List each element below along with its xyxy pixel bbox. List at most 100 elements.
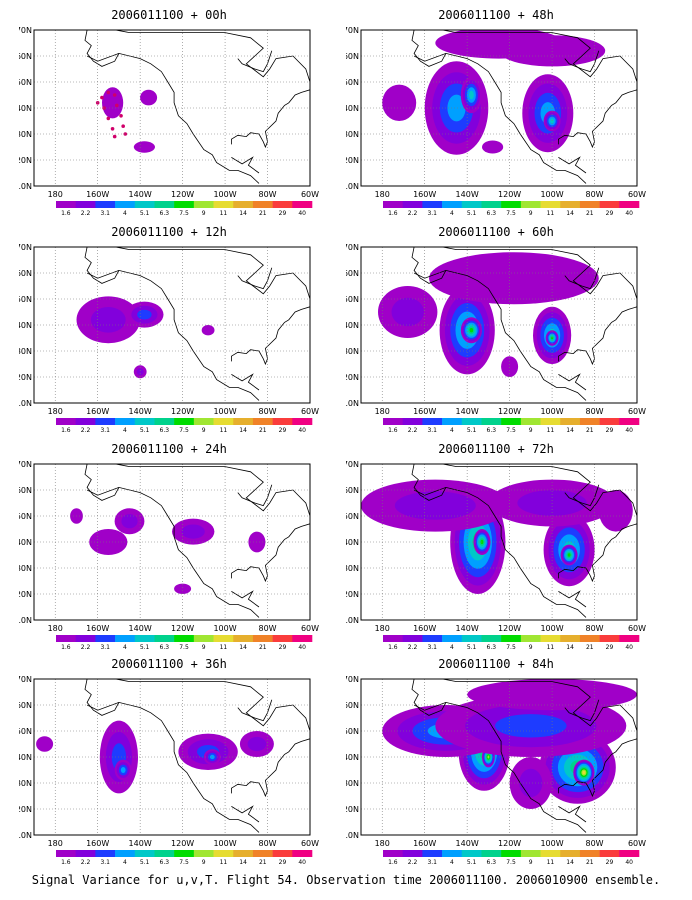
lat-label: 60N xyxy=(346,269,359,278)
colorbar-swatch xyxy=(579,418,600,425)
colorbar-swatch xyxy=(174,201,195,208)
map-12h: 10N 20N 30N 40N 50N 60N 70N 180 160W 140W 120W 100W… xyxy=(19,243,319,434)
colorbar-swatch xyxy=(75,201,96,208)
observation-point xyxy=(102,106,106,110)
colorbar-swatch xyxy=(481,850,502,857)
colorbar-swatch xyxy=(193,635,214,642)
panel-title: 2006011100 + 24h xyxy=(111,442,227,456)
lon-label: 180 xyxy=(375,839,390,848)
lon-label: 100W xyxy=(540,190,563,199)
coastline xyxy=(86,701,260,833)
lat-label: 40N xyxy=(19,538,32,547)
coastline xyxy=(87,464,310,517)
contour-fill xyxy=(582,770,586,775)
contour-fill xyxy=(469,328,474,333)
colorbar-label: 1.6 xyxy=(388,427,398,434)
panel-00h: 2006011100 + 00h 10N 20N 30N 40N 50N 60N 70N 18… xyxy=(19,8,359,224)
coastline xyxy=(564,267,600,290)
colorbar-swatch xyxy=(174,850,195,857)
colorbar-label: 14 xyxy=(566,859,574,866)
coastline xyxy=(414,247,637,300)
panel-72h: 2006011100 + 72h 10N 20N 30N 40N 50N 60N 70N 18… xyxy=(346,442,686,658)
map-84h: 10N 20N 30N 40N 50N 60N 70N 180 160W 140W 120W 100W… xyxy=(346,675,646,866)
coastline xyxy=(237,699,273,722)
contour-fill xyxy=(89,529,128,555)
colorbar-swatch xyxy=(402,635,423,642)
contour-fill xyxy=(201,325,215,336)
colorbar-label: 9 xyxy=(202,427,206,434)
panel-title: 2006011100 + 12h xyxy=(111,225,227,239)
colorbar-swatch xyxy=(174,418,195,425)
colorbar-label: 29 xyxy=(279,210,287,217)
colorbar-swatch xyxy=(579,850,600,857)
lon-label: 160W xyxy=(86,624,109,633)
colorbar-swatch xyxy=(540,850,561,857)
colorbar-swatch xyxy=(383,201,403,208)
colorbar-swatch xyxy=(619,850,640,857)
coastline xyxy=(237,484,273,507)
map-frame xyxy=(33,678,311,836)
lon-label: 60W xyxy=(628,407,646,416)
colorbar-label: 2.2 xyxy=(81,644,91,651)
colorbar-swatch xyxy=(501,850,522,857)
colorbar-label: 9 xyxy=(529,644,533,651)
colorbar-swatch xyxy=(422,201,443,208)
panel-title: 2006011100 + 48h xyxy=(438,8,554,22)
colorbar-swatch xyxy=(95,635,116,642)
figure-caption: Signal Variance for u,v,T. Flight 54. Ob… xyxy=(31,873,661,887)
lon-label: 180 xyxy=(375,407,390,416)
colorbar-swatch xyxy=(134,418,155,425)
colorbar-label: 21 xyxy=(586,427,594,434)
colorbar-swatch xyxy=(115,850,136,857)
colorbar-swatch xyxy=(442,201,463,208)
colorbar-label: 9 xyxy=(202,859,206,866)
colorbar-label: 6.3 xyxy=(487,210,497,217)
map-frame xyxy=(33,246,311,404)
contour-fill xyxy=(209,754,215,760)
colorbar-swatch xyxy=(442,850,463,857)
colorbar-swatch xyxy=(154,201,175,208)
colorbar-label: 7.5 xyxy=(506,859,516,866)
colorbar-label: 9 xyxy=(202,644,206,651)
colorbar-swatch xyxy=(233,850,254,857)
colorbar-label: 29 xyxy=(279,859,287,866)
lat-label: 70N xyxy=(346,26,359,35)
contour-fill xyxy=(102,87,124,119)
map-frame xyxy=(360,246,638,404)
colorbar-swatch xyxy=(501,201,522,208)
lon-label: 180 xyxy=(48,190,63,199)
colorbar-swatch xyxy=(193,418,214,425)
colorbar-label: 1.6 xyxy=(61,644,71,651)
lon-label: 80W xyxy=(258,190,276,199)
contour-fill xyxy=(391,297,424,327)
colorbar-swatch xyxy=(619,201,640,208)
lat-label: 40N xyxy=(346,753,359,762)
colorbar-swatch xyxy=(402,418,423,425)
contour-fill xyxy=(598,490,633,532)
lat-label: 40N xyxy=(19,753,32,762)
colorbar-label: 21 xyxy=(586,644,594,651)
lat-label: 10N xyxy=(19,399,32,408)
lon-label: 80W xyxy=(258,839,276,848)
lat-label: 60N xyxy=(19,269,32,278)
map-frame xyxy=(360,678,638,836)
colorbar-label: 1.6 xyxy=(388,210,398,217)
contour-fill xyxy=(174,583,192,594)
lon-label: 80W xyxy=(258,407,276,416)
lon-label: 80W xyxy=(585,190,603,199)
colorbar-label: 4 xyxy=(123,859,127,866)
coastline xyxy=(84,247,120,284)
map-48h: 10N 20N 30N 40N 50N 60N 70N 180 160W 140W 120W 100W… xyxy=(346,26,646,217)
observation-point xyxy=(112,93,117,97)
colorbar-swatch xyxy=(560,418,581,425)
colorbar-swatch xyxy=(233,418,254,425)
lat-label: 30N xyxy=(19,779,32,788)
lat-label: 30N xyxy=(346,347,359,356)
map-00h: 10N 20N 30N 40N 50N 60N 70N 180 160W 140W 120W 100W… xyxy=(19,26,319,217)
lon-label: 60W xyxy=(628,190,646,199)
colorbar-label: 40 xyxy=(298,644,306,651)
contour-fill xyxy=(567,553,571,557)
colorbar-label: 11 xyxy=(220,210,228,217)
lat-label: 70N xyxy=(19,460,32,469)
coastline xyxy=(413,701,587,833)
